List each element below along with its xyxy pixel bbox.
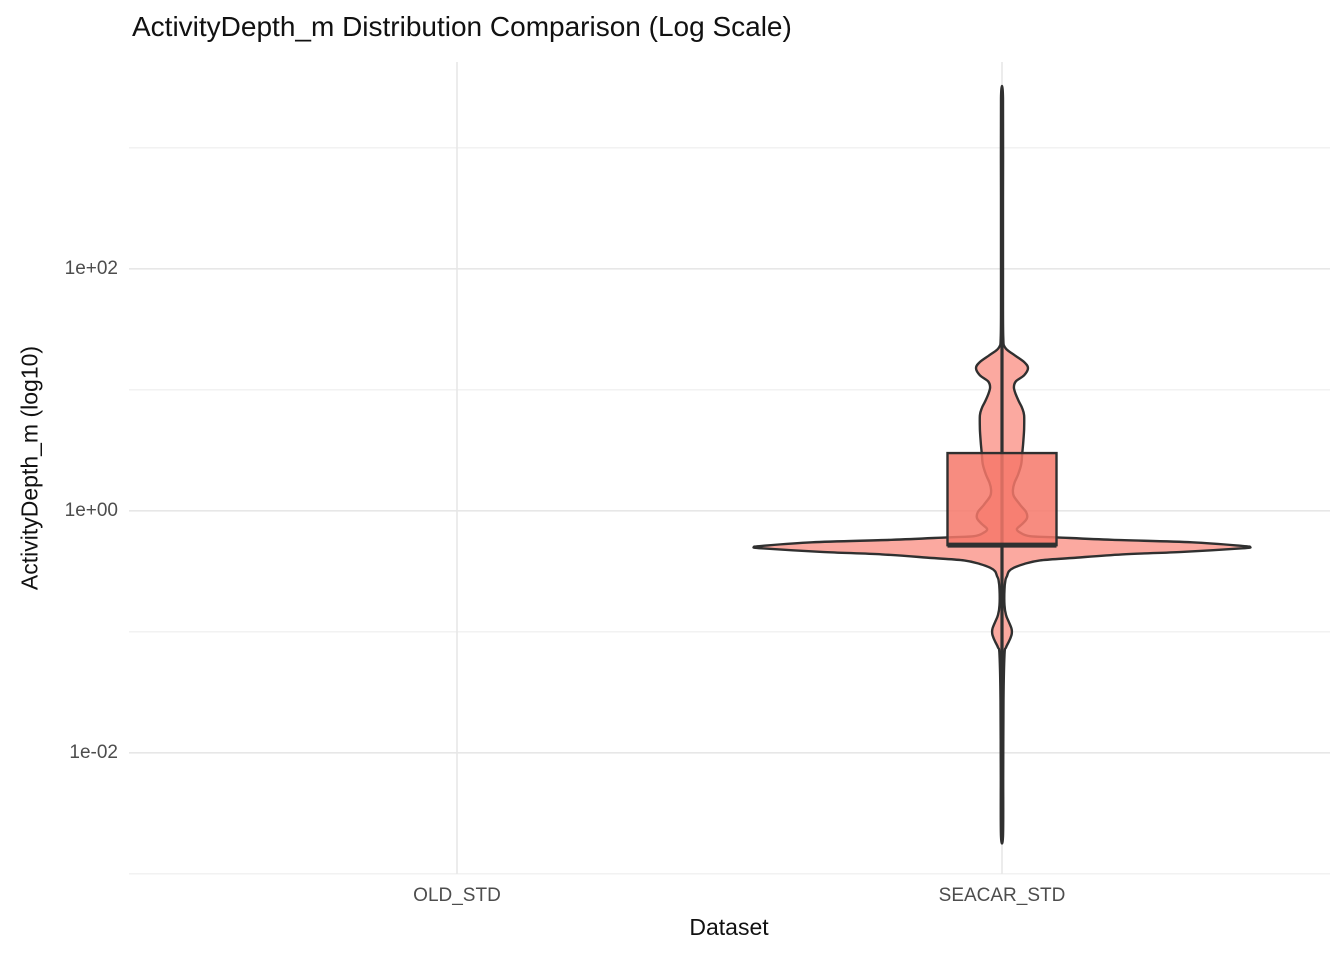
y-tick-label: 1e-02 — [69, 741, 118, 763]
boxplot-box — [946, 451, 1058, 547]
y-axis-title: ActivityDepth_m (log10) — [16, 345, 43, 591]
y-tick-label: 1e+00 — [64, 499, 118, 521]
chart-title: ActivityDepth_m Distribution Comparison … — [132, 11, 792, 42]
x-tick-label-seacar_std: SEACAR_STD — [938, 885, 1066, 906]
y-tick-label: 1e+02 — [64, 257, 118, 279]
x-axis-title: Dataset — [689, 914, 769, 940]
x-tick-label-old_std: OLD_STD — [413, 885, 501, 906]
